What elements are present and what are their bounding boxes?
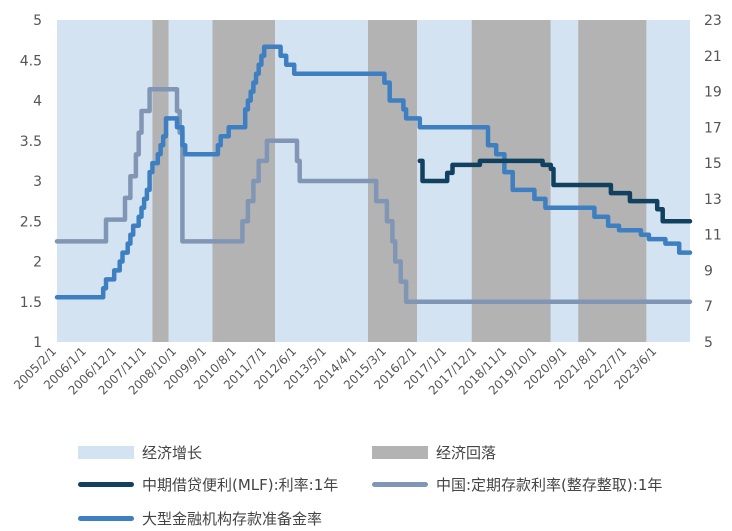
left-tick-label-3: 2.5	[20, 214, 42, 230]
left-axis-ticks: 1 1.5 2 2.5 3 3.5 4 4.5 5	[20, 13, 42, 351]
legend-item-rrr: 大型金融机构存款准备金率	[78, 508, 322, 529]
series-line-mlf	[417, 158, 693, 224]
right-axis-ticks: 5 7 9 11 13 15 17 19 21 23	[704, 13, 722, 351]
series-lines	[54, 44, 693, 305]
legend-label-rrr: 大型金融机构存款准备金率	[142, 510, 323, 528]
shaded-period-contraction-3	[212, 20, 276, 342]
legend-label-expansion: 经济增长	[142, 444, 203, 462]
left-tick-label-8: 5	[33, 13, 42, 29]
chart-area: 1 1.5 2 2.5 3 3.5 4 4.5 5 5 7 9 11 13 15 17 19 21 23 2005…	[11, 13, 722, 398]
right-tick-label-9: 23	[704, 13, 722, 29]
shaded-period-expansion-2	[168, 20, 213, 342]
left-tick-label-4: 3	[33, 174, 42, 190]
legend: 经济增长 经济回落 中期借贷便利(MLF):利率:1年 中国:定期存款利率(整存…	[0, 430, 732, 530]
right-tick-label-6: 17	[704, 120, 722, 136]
legend-swatch-contraction	[372, 446, 428, 459]
legend-label-mlf: 中期借贷便利(MLF):利率:1年	[142, 476, 339, 494]
legend-swatch-rrr	[78, 516, 134, 521]
series-line-rrr	[54, 44, 693, 300]
left-tick-label-5: 3.5	[20, 134, 42, 150]
shaded-period-expansion-10	[646, 20, 690, 342]
left-tick-label-0: 1	[33, 335, 42, 351]
shaded-period-contraction-1	[152, 20, 169, 342]
shaded-period-contraction-9	[578, 20, 647, 342]
left-tick-label-2: 2	[33, 255, 42, 271]
legend-label-deposit: 中国:定期存款利率(整存整取):1年	[436, 476, 663, 494]
right-tick-label-5: 15	[704, 156, 722, 172]
left-tick-label-6: 4	[33, 94, 42, 110]
legend-swatch-mlf	[78, 482, 134, 487]
right-tick-label-1: 7	[704, 299, 713, 315]
series-line-deposit	[54, 86, 693, 305]
legend-swatch-deposit	[372, 482, 428, 487]
right-tick-label-3: 11	[704, 228, 722, 244]
right-tick-label-8: 21	[704, 49, 722, 65]
x-axis-ticks: 2005/2/12006/1/12006/12/12007/11/12008/1…	[11, 344, 659, 397]
right-tick-label-7: 19	[704, 85, 722, 101]
right-tick-label-4: 13	[704, 192, 722, 208]
legend-item-mlf: 中期借贷便利(MLF):利率:1年	[78, 474, 338, 495]
legend-item-expansion: 经济增长	[78, 442, 202, 463]
legend-item-deposit: 中国:定期存款利率(整存整取):1年	[372, 474, 662, 495]
left-tick-label-1: 1.5	[20, 295, 42, 311]
legend-swatch-expansion	[78, 446, 134, 459]
right-tick-label-0: 5	[704, 335, 713, 351]
left-tick-label-7: 4.5	[20, 53, 42, 69]
legend-label-contraction: 经济回落	[436, 444, 497, 462]
legend-item-contraction: 经济回落	[372, 442, 496, 463]
right-tick-label-2: 9	[704, 263, 713, 279]
